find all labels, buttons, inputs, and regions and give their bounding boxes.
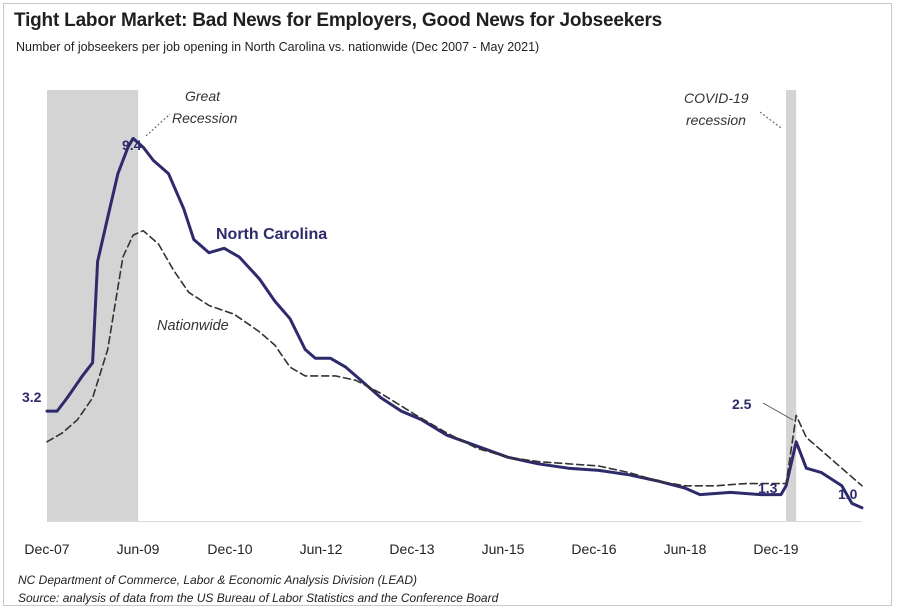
recession-label-leader-covid [759, 111, 782, 129]
chart-title: Tight Labor Market: Bad News for Employe… [14, 10, 663, 31]
source-line-2: Source: analysis of data from the US Bur… [18, 591, 499, 605]
x-tick-label-dec-16: Dec-16 [571, 541, 616, 557]
x-tick-label-jun-15: Jun-15 [482, 541, 525, 557]
series-line-north-carolina [45, 136, 864, 510]
recession-band-2 [786, 90, 797, 521]
x-tick-label-jun-12: Jun-12 [300, 541, 343, 557]
data-label-3-2: 3.2 [22, 389, 42, 405]
data-label-2-5: 2.5 [732, 396, 752, 412]
recession-label-great-2: Recession [172, 110, 238, 126]
x-tick-label-jun-09: Jun-09 [117, 541, 160, 557]
recession-label-covid-2: recession [686, 112, 746, 128]
x-tick-label-dec-10: Dec-10 [207, 541, 252, 557]
source-line-1: NC Department of Commerce, Labor & Econo… [18, 573, 418, 587]
x-tick-label-dec-07: Dec-07 [24, 541, 69, 557]
series-line-nationwide [46, 229, 863, 487]
x-tick-label-dec-19: Dec-19 [753, 541, 798, 557]
series-label-north-carolina: North Carolina [216, 226, 327, 243]
data-label-1-3: 1.3 [758, 480, 778, 496]
recession-label-covid-1: COVID-19 [684, 90, 749, 106]
x-tick-label-jun-18: Jun-18 [664, 541, 707, 557]
chart-subtitle: Number of jobseekers per job opening in … [16, 40, 540, 54]
data-label-1-0: 1.0 [838, 486, 858, 502]
data-label-9-4: 9.4 [122, 137, 142, 153]
recession-label-leader-great [145, 113, 171, 137]
chart-frame [3, 3, 892, 606]
series-label-nationwide: Nationwide [157, 318, 229, 334]
x-tick-label-dec-13: Dec-13 [389, 541, 434, 557]
data-label-leader-2-5 [762, 402, 794, 421]
recession-label-great-1: Great [185, 88, 221, 104]
